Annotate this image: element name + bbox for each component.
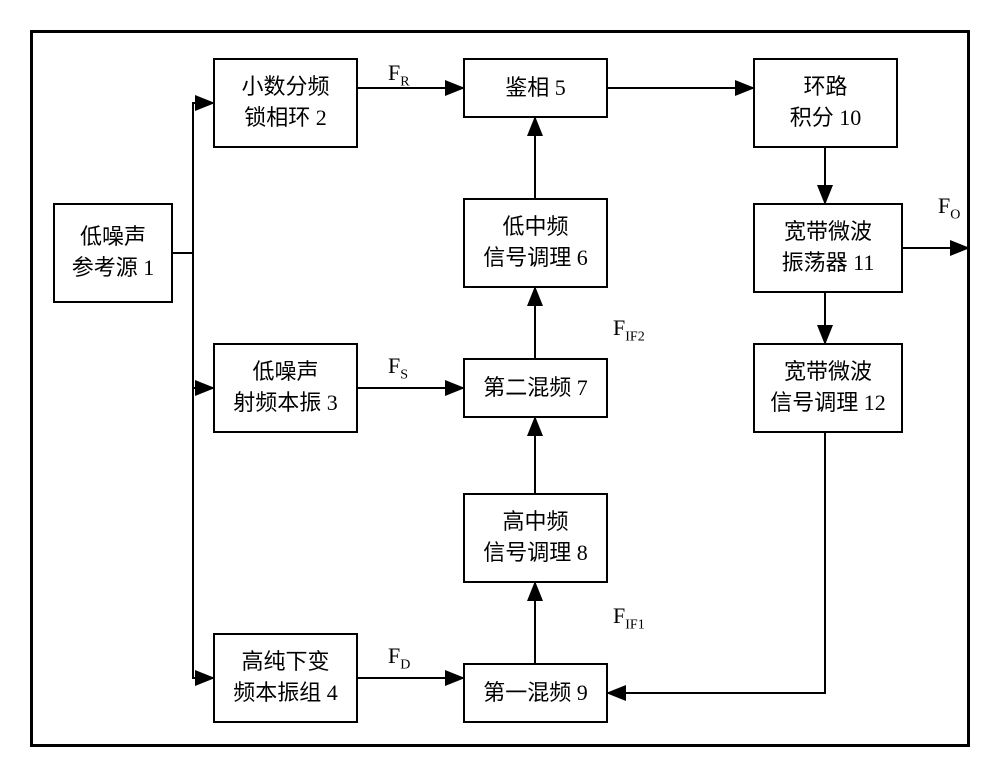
label-fif1: FIF1 xyxy=(613,603,645,633)
node-3-line1: 低噪声 xyxy=(252,359,318,384)
node-first-mixer: 第一混频 9 xyxy=(463,663,608,723)
node-low-noise-ref-source: 低噪声参考源 1 xyxy=(53,203,173,303)
label-fr: FR xyxy=(388,60,410,90)
label-fr-base: F xyxy=(388,60,400,85)
node-6-line1: 低中频 xyxy=(502,214,568,239)
node-1-line2: 参考源 1 xyxy=(72,255,155,280)
node-1-line1: 低噪声 xyxy=(80,224,146,249)
label-fif2: FIF2 xyxy=(613,315,645,345)
node-4-line1: 高纯下变 xyxy=(241,649,329,674)
label-fs-sub: S xyxy=(400,367,408,382)
node-wideband-signal-cond: 宽带微波信号调理 12 xyxy=(753,343,903,433)
node-2-line1: 小数分频 xyxy=(241,74,329,99)
label-fo-base: F xyxy=(938,193,950,218)
node-10-line2: 积分 10 xyxy=(790,105,862,130)
node-11-line2: 振荡器 11 xyxy=(782,250,875,275)
label-fd-base: F xyxy=(388,643,400,668)
node-low-noise-rf-lo: 低噪声射频本振 3 xyxy=(213,343,358,433)
node-4-line2: 频本振组 4 xyxy=(233,680,338,705)
label-fd: FD xyxy=(388,643,410,673)
node-fractional-pll: 小数分频锁相环 2 xyxy=(213,58,358,148)
label-fif1-sub: IF1 xyxy=(625,617,644,632)
node-wideband-oscillator: 宽带微波振荡器 11 xyxy=(753,203,903,293)
node-11-line1: 宽带微波 xyxy=(784,219,872,244)
node-loop-integrator: 环路积分 10 xyxy=(753,58,898,148)
node-phase-detector: 鉴相 5 xyxy=(463,58,608,118)
node-high-if-conditioning: 高中频信号调理 8 xyxy=(463,493,608,583)
node-6-line2: 信号调理 6 xyxy=(483,245,588,270)
node-10-line1: 环路 xyxy=(803,74,847,99)
node-low-if-conditioning: 低中频信号调理 6 xyxy=(463,198,608,288)
node-2-line2: 锁相环 2 xyxy=(244,105,327,130)
label-fs: FS xyxy=(388,353,408,383)
node-8-line2: 信号调理 8 xyxy=(483,540,588,565)
diagram-frame: 低噪声参考源 1 小数分频锁相环 2 低噪声射频本振 3 高纯下变频本振组 4 … xyxy=(30,30,970,747)
node-7-text: 第二混频 7 xyxy=(483,373,588,404)
node-8-line1: 高中频 xyxy=(502,509,568,534)
label-fif2-sub: IF2 xyxy=(625,329,644,344)
label-fr-sub: R xyxy=(400,74,409,89)
node-high-purity-downconv-lo: 高纯下变频本振组 4 xyxy=(213,633,358,723)
node-12-line2: 信号调理 12 xyxy=(770,390,886,415)
label-fo: FO xyxy=(938,193,960,223)
label-fo-sub: O xyxy=(950,207,960,222)
label-fif1-base: F xyxy=(613,603,625,628)
label-fd-sub: D xyxy=(400,657,410,672)
node-9-text: 第一混频 9 xyxy=(483,678,588,709)
node-12-line1: 宽带微波 xyxy=(784,359,872,384)
node-second-mixer: 第二混频 7 xyxy=(463,358,608,418)
label-fif2-base: F xyxy=(613,315,625,340)
node-5-text: 鉴相 5 xyxy=(505,73,566,104)
label-fs-base: F xyxy=(388,353,400,378)
node-3-line2: 射频本振 3 xyxy=(233,390,338,415)
